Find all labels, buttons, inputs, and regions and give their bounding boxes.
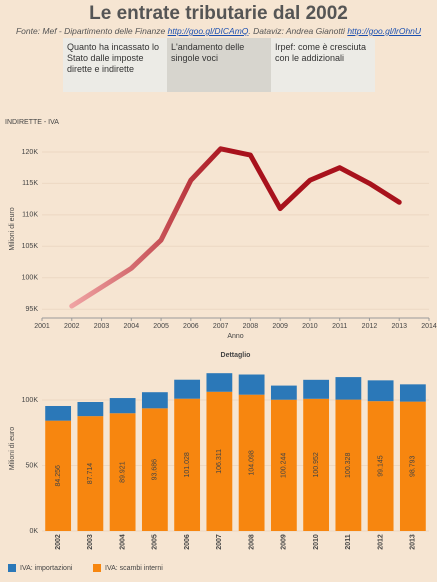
tab[interactable]: L'andamento delle singole voci (167, 38, 271, 92)
y-tick-label: 100K (22, 275, 39, 282)
y-tick-label: 120K (22, 149, 39, 156)
chart-title: Dettaglio (221, 352, 251, 359)
x-tick-label: 2006 (183, 323, 199, 330)
x-tick-label: 2003 (87, 534, 94, 550)
x-tick-label: 2002 (55, 534, 62, 550)
x-tick-label: 2002 (64, 323, 80, 330)
x-tick-label: 2005 (153, 323, 169, 330)
x-tick-label: 2011 (332, 323, 347, 330)
y-tick-label: 115K (22, 180, 38, 187)
bar-segment (367, 380, 394, 402)
line (69, 146, 402, 309)
bar-segment (335, 377, 362, 400)
bar-segment (270, 399, 297, 531)
bar-segment (77, 401, 104, 417)
y-tick-label: 50K (26, 462, 39, 469)
value-label: 104.098 (248, 450, 255, 475)
bar-segment (45, 405, 72, 421)
bar-segment (206, 373, 233, 392)
value-label: 89.921 (119, 461, 126, 483)
header: Le entrate tributarie dal 2002 Fonte: Me… (0, 0, 437, 36)
bar-segment (77, 416, 104, 531)
tabs: Quanto ha incassato lo Stato dalle impos… (63, 38, 375, 92)
value-label: 98.793 (410, 456, 417, 478)
x-tick-label: 2005 (152, 534, 159, 550)
value-label: 101.028 (184, 452, 191, 477)
page-title: Le entrate tributarie dal 2002 (89, 3, 348, 24)
x-tick-label: 2010 (302, 323, 318, 330)
dataviz: . Dataviz: Andrea Gianotti (248, 26, 345, 36)
y-tick-label: 105K (22, 243, 39, 250)
legend-swatch (8, 564, 16, 572)
bar-segment (238, 394, 265, 531)
x-tick-label: 2001 (34, 323, 50, 330)
bar-segment (109, 398, 136, 414)
subtitle: Fonte: Mef - Dipartimento delle Finanze … (0, 26, 437, 36)
x-tick-label: 2007 (213, 323, 229, 330)
y-axis-title: Milioni di euro (9, 207, 16, 250)
x-tick-label: 2004 (119, 534, 126, 550)
bar-segment (303, 379, 330, 399)
value-label: 100.328 (345, 453, 352, 478)
source-link[interactable]: http://goo.gl/DICAmQ (167, 26, 249, 36)
value-label: 106.311 (216, 449, 223, 474)
bar-segment (303, 398, 330, 531)
value-label: 100.952 (313, 452, 320, 477)
source: Fonte: Mef - Dipartimento delle Finanze (15, 26, 166, 36)
bar-segment (141, 392, 168, 409)
value-label: 87.714 (87, 463, 94, 485)
tab[interactable]: Quanto ha incassato lo Stato dalle impos… (63, 38, 167, 92)
x-tick-label: 2011 (345, 534, 352, 549)
x-tick-label: 2013 (410, 534, 417, 550)
x-tick-label: 2006 (184, 534, 191, 550)
y-axis-title: Milioni di euro (9, 427, 16, 470)
bar-segment (367, 401, 394, 531)
value-label: 84.256 (55, 465, 62, 487)
x-tick-label: 2009 (272, 323, 288, 330)
chart-title: INDIRETTE - IVA (5, 119, 59, 126)
y-tick-label: 0K (29, 528, 38, 535)
bar-segment (238, 374, 265, 395)
x-tick-label: 2012 (362, 323, 378, 330)
bar-segment (399, 384, 426, 402)
legend-swatch (93, 564, 101, 572)
value-label: 93.686 (152, 459, 159, 481)
x-tick-label: 2013 (391, 323, 407, 330)
bar-segment (174, 398, 201, 531)
bar-segment (270, 385, 297, 400)
value-label: 100.244 (281, 453, 288, 478)
y-tick-label: 100K (22, 397, 39, 404)
x-tick-label: 2009 (281, 534, 288, 550)
x-axis-title: Anno (227, 333, 243, 340)
x-tick-label: 2004 (124, 323, 140, 330)
x-tick-label: 2010 (313, 534, 320, 550)
dataviz-link[interactable]: http://goo.gl/lrOhnU (347, 26, 422, 36)
x-tick-label: 2008 (243, 323, 259, 330)
bar-segment (45, 420, 72, 531)
bar-segment (109, 413, 136, 531)
value-label: 99.145 (377, 455, 384, 477)
tab[interactable]: Irpef: come è cresciuta con le addiziona… (271, 38, 375, 92)
bar-segment (206, 391, 233, 531)
x-tick-label: 2012 (377, 534, 384, 550)
x-tick-label: 2014 (421, 323, 437, 330)
x-tick-label: 2003 (94, 323, 110, 330)
x-tick-label: 2008 (248, 534, 255, 550)
bar-segment (399, 401, 426, 531)
bar-segment (335, 399, 362, 531)
bar-segment (141, 408, 168, 531)
x-tick-label: 2007 (216, 534, 223, 550)
legend-label: IVA: importazioni (20, 565, 73, 572)
legend-label: IVA: scambi interni (105, 565, 163, 572)
bar-segment (174, 379, 201, 399)
y-tick-label: 110K (22, 212, 38, 219)
y-tick-label: 95K (26, 306, 39, 313)
